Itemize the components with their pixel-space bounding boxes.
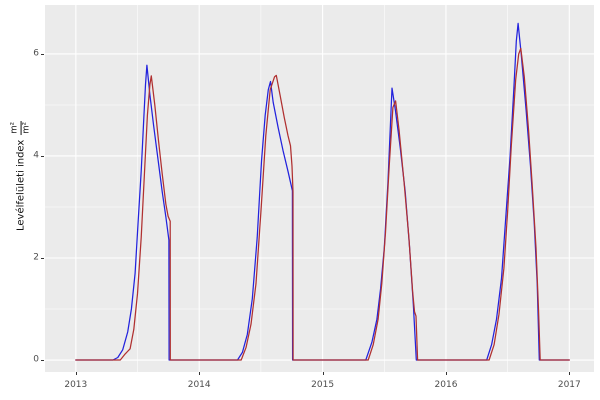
x-tick-label: 2015 xyxy=(311,380,335,390)
y-tick-mark xyxy=(41,360,44,361)
series-blue-line xyxy=(75,22,570,361)
x-tick-label: 2014 xyxy=(187,380,211,390)
y-tick-label: 6 xyxy=(33,48,39,59)
x-tick-mark xyxy=(569,372,571,375)
x-tick-mark xyxy=(446,372,447,375)
x-tick-mark xyxy=(199,372,201,375)
unit-denominator: m² xyxy=(21,121,32,134)
x-tick-mark xyxy=(322,372,324,375)
y-tick-label: 0 xyxy=(33,354,39,365)
x-tick-label: 2016 xyxy=(434,380,458,390)
x-tick-label: 2017 xyxy=(557,380,581,390)
y-tick-mark xyxy=(41,54,44,55)
y-axis-unit-fraction: m² m² xyxy=(9,120,32,135)
x-tick-label: 2013 xyxy=(64,380,88,390)
unit-numerator: m² xyxy=(9,120,22,135)
x-tick-mark xyxy=(75,372,77,375)
y-axis-title: Levélfelületi index m² m² xyxy=(9,120,32,231)
panel-background xyxy=(45,5,594,372)
plot-panel xyxy=(45,5,594,372)
y-tick-label: 2 xyxy=(33,252,39,263)
plot-canvas xyxy=(45,5,594,372)
series-red-line xyxy=(75,47,570,361)
y-tick-label: 4 xyxy=(33,150,39,161)
y-tick-mark xyxy=(41,156,44,157)
y-tick-mark xyxy=(41,258,44,259)
